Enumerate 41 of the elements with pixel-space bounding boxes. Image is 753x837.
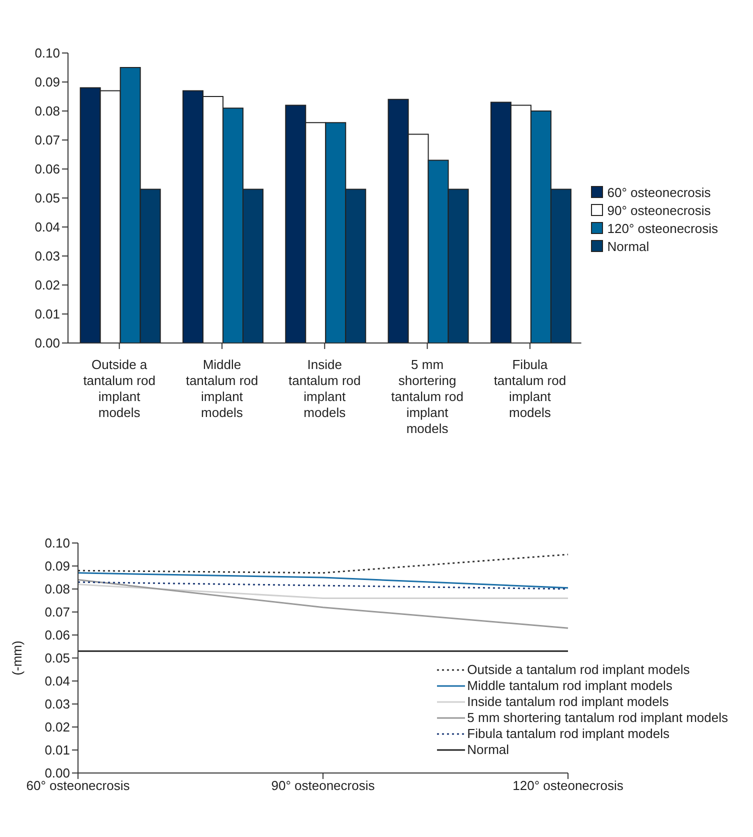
- y-tick-label: 0.02: [34, 278, 60, 293]
- y-tick-label: 0.06: [34, 162, 60, 177]
- y-tick-label: 0.00: [34, 336, 60, 351]
- x-tick-label: 5 mm shortering tantalum rod implant models: [391, 357, 464, 436]
- y-tick-label: 0.05: [44, 650, 70, 666]
- y-tick-label: 0.00: [44, 766, 70, 781]
- y-tick-label: 0.09: [34, 74, 60, 90]
- legend-label: Outside a tantalum rod implant models: [467, 662, 690, 678]
- y-tick-label: 0.09: [44, 558, 70, 574]
- y-tick-label: 0.08: [44, 582, 70, 597]
- y-tick-label: 0.10: [44, 536, 70, 551]
- y-tick-label: 0.10: [34, 46, 60, 61]
- y-tick-label: 0.08: [34, 104, 60, 119]
- legend-label: Inside tantalum rod implant models: [467, 694, 669, 710]
- y-tick-label: 0.01: [34, 306, 60, 322]
- legend-label: 5 mm shortering tantalum rod implant models: [467, 710, 728, 726]
- legend-label: Middle tantalum rod implant models: [467, 678, 672, 694]
- legend-label: Normal: [607, 238, 650, 254]
- y-tick-label: 0.02: [44, 720, 70, 735]
- legend-label: 120° osteonecrosis: [607, 220, 718, 236]
- y-tick-label: 0.01: [44, 742, 70, 758]
- y-tick-label: 0.06: [44, 628, 70, 643]
- x-tick-label: Outside a tantalum rod implant models: [83, 357, 156, 420]
- y-tick-label: 0.03: [34, 248, 60, 264]
- legend-label: 60° osteonecrosis: [607, 184, 711, 200]
- x-tick-label: 120° osteonecrosis: [512, 778, 624, 794]
- y-tick-label: 0.04: [34, 220, 60, 235]
- x-tick-label: 90° osteonecrosis: [271, 778, 376, 794]
- x-tick-label: 60° osteonecrosis: [26, 778, 130, 794]
- x-tick-label: Inside tantalum rod implant models: [288, 357, 361, 420]
- y-tick-label: 0.05: [34, 190, 60, 206]
- legend-label: 90° osteonecrosis: [607, 202, 711, 218]
- y-tick-label: 0.07: [34, 132, 60, 148]
- x-tick-label: Fibula tantalum rod implant models: [494, 357, 566, 420]
- y-tick-label: 0.07: [44, 604, 70, 620]
- legend-label: Fibula tantalum rod implant models: [467, 726, 670, 742]
- legend-label: Normal: [467, 742, 510, 758]
- y-tick-label: 0.04: [44, 674, 70, 689]
- x-tick-label: Middle tantalum rod implant models: [186, 357, 258, 420]
- y-tick-label: 0.03: [44, 696, 70, 712]
- y-axis-title: (-mm): [10, 640, 25, 676]
